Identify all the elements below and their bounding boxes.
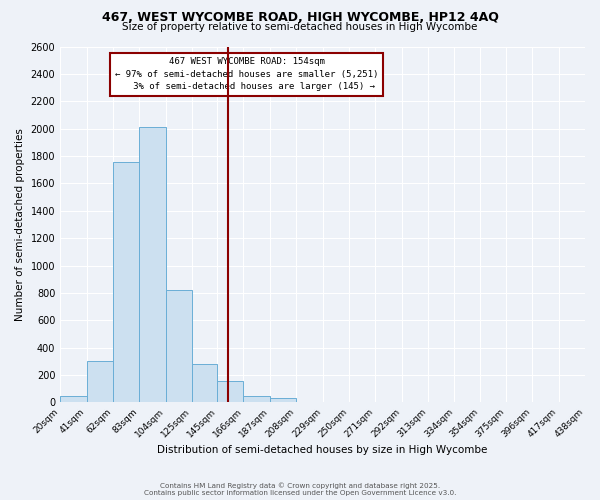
Bar [192,364,217,403]
Text: Contains public sector information licensed under the Open Government Licence v3: Contains public sector information licen… [144,490,456,496]
Bar [60,396,86,402]
Bar [244,396,270,402]
Text: 467 WEST WYCOMBE ROAD: 154sqm
← 97% of semi-detached houses are smaller (5,251)
: 467 WEST WYCOMBE ROAD: 154sqm ← 97% of s… [115,57,378,91]
Bar [86,362,113,403]
Bar [166,290,192,403]
Text: 467, WEST WYCOMBE ROAD, HIGH WYCOMBE, HP12 4AQ: 467, WEST WYCOMBE ROAD, HIGH WYCOMBE, HP… [101,11,499,24]
X-axis label: Distribution of semi-detached houses by size in High Wycombe: Distribution of semi-detached houses by … [157,445,488,455]
Bar [270,398,296,402]
Bar [139,128,166,402]
Text: Size of property relative to semi-detached houses in High Wycombe: Size of property relative to semi-detach… [122,22,478,32]
Text: Contains HM Land Registry data © Crown copyright and database right 2025.: Contains HM Land Registry data © Crown c… [160,482,440,489]
Y-axis label: Number of semi-detached properties: Number of semi-detached properties [15,128,25,321]
Bar [113,162,139,402]
Bar [217,382,244,402]
